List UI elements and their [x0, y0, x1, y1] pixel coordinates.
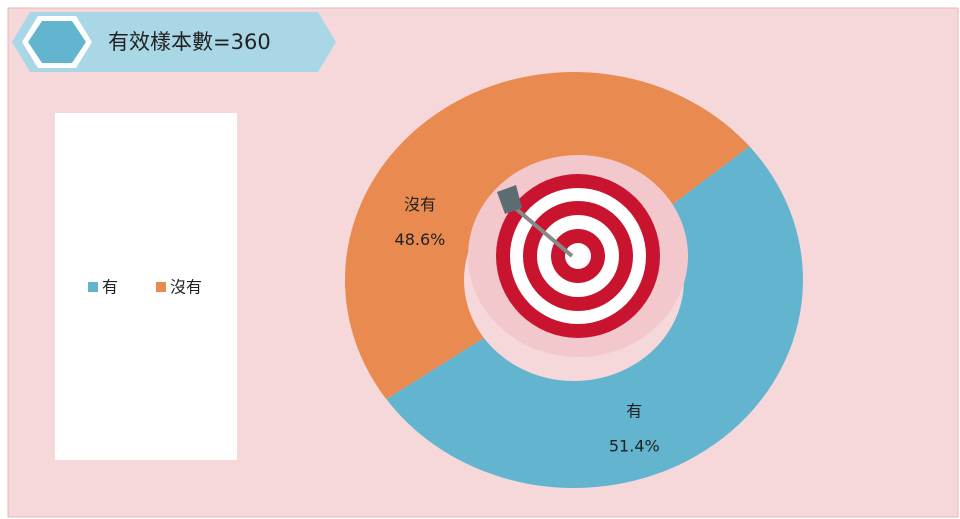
slice [345, 72, 750, 400]
title-icon [28, 21, 86, 63]
legend-box [55, 113, 237, 460]
legend-swatch [156, 282, 167, 292]
slice-value-label: 51.4% [609, 436, 660, 455]
legend-swatch [88, 282, 98, 292]
target-icon [468, 155, 688, 357]
slice-value-label: 48.6% [395, 230, 446, 249]
labels: 有 51.4% 沒有 48.6% 有 沒有 [88, 195, 660, 455]
slice-category-label: 沒有 [404, 195, 436, 214]
legend-label: 沒有 [170, 278, 202, 297]
chart-title: 有效樣本數=360 [108, 30, 271, 54]
slice [386, 146, 804, 489]
slice-category-label: 有 [626, 401, 642, 420]
legend-label: 有 [102, 278, 118, 297]
title-banner [12, 12, 336, 72]
slices [345, 72, 804, 489]
